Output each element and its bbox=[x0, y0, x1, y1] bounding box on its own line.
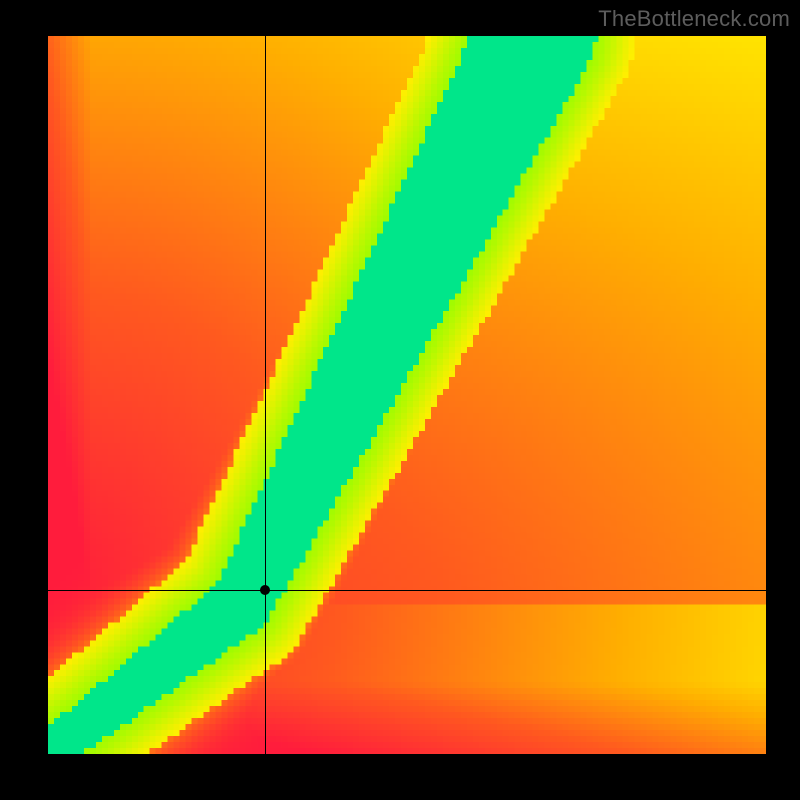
crosshair-horizontal bbox=[48, 590, 766, 591]
heatmap-canvas bbox=[48, 36, 766, 754]
heatmap-plot bbox=[48, 36, 766, 754]
crosshair-vertical bbox=[265, 36, 266, 754]
watermark-text: TheBottleneck.com bbox=[598, 6, 790, 32]
crosshair-marker bbox=[260, 585, 270, 595]
